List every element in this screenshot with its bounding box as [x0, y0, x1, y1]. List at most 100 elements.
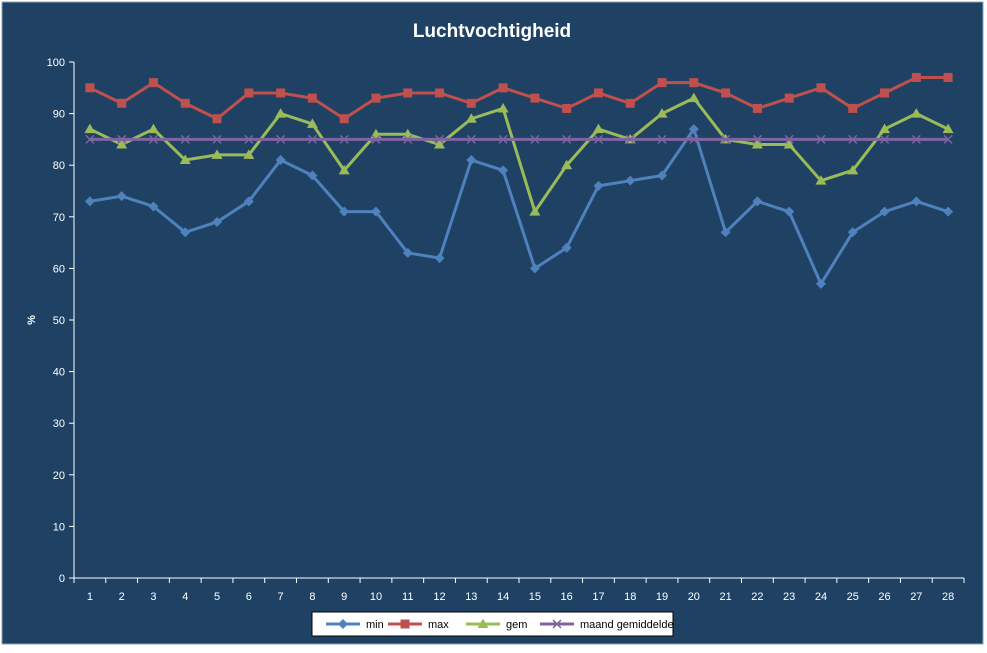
x-tick-label: 15 — [529, 591, 541, 603]
series-line-min — [89, 127, 949, 286]
y-tick-label: 90 — [53, 109, 65, 121]
data-point-maand-gemiddelde-stroke — [307, 134, 317, 144]
data-point-max — [880, 88, 890, 98]
data-point-gem — [529, 206, 541, 216]
x-tick-label: 21 — [719, 591, 731, 603]
data-point-min — [434, 253, 445, 264]
data-point-gem — [910, 108, 922, 118]
x-tick-label: 1 — [87, 591, 93, 603]
data-point-gem — [179, 154, 191, 165]
legend: min max gem maand gemiddelde — [311, 611, 674, 637]
legend-marker-max — [400, 619, 410, 629]
data-point-maand-gemiddelde — [276, 134, 286, 144]
data-point-maand-gemiddelde-stroke — [498, 134, 508, 144]
legend-item-maand-gemiddelde: maand gemiddelde — [540, 619, 674, 631]
x-tick-label: 20 — [688, 591, 700, 603]
data-point-max — [435, 88, 445, 98]
data-point-max — [307, 93, 317, 103]
y-tick-label: 100 — [47, 57, 65, 69]
data-point-min — [402, 247, 413, 258]
y-tick-label: 20 — [53, 470, 65, 482]
data-point-maand-gemiddelde — [593, 134, 603, 144]
data-point-gem — [942, 123, 954, 134]
data-point-maand-gemiddelde — [466, 134, 476, 144]
data-point-max — [689, 78, 699, 88]
data-point-min — [212, 216, 223, 227]
x-tick-label: 2 — [119, 591, 125, 603]
data-point-maand-gemiddelde-stroke — [911, 134, 921, 144]
data-point-gem — [497, 102, 509, 113]
x-tick-label: 3 — [150, 591, 156, 603]
series-layer — [84, 72, 954, 289]
data-point-maand-gemiddelde — [212, 134, 222, 144]
data-point-maand-gemiddelde — [244, 134, 254, 144]
data-point-min — [466, 155, 477, 166]
data-point-max — [562, 103, 572, 113]
data-point-maand-gemiddelde — [880, 134, 890, 144]
data-point-maand-gemiddelde-stroke — [371, 134, 381, 144]
data-point-max — [911, 72, 921, 82]
data-point-maand-gemiddelde-stroke — [212, 134, 222, 144]
data-point-maand-gemiddelde — [339, 134, 349, 144]
data-point-maand-gemiddelde-stroke — [435, 134, 445, 144]
x-tick-label: 14 — [497, 591, 509, 603]
data-point-min — [84, 196, 95, 207]
series-line-gem — [89, 96, 949, 214]
y-tick-label: 80 — [53, 160, 65, 172]
data-point-maand-gemiddelde — [530, 134, 540, 144]
data-point-max — [466, 98, 476, 108]
y-tick-label: 50 — [53, 315, 65, 327]
x-tick-label: 26 — [878, 591, 890, 603]
x-tick-label: 28 — [942, 591, 954, 603]
data-point-max — [721, 88, 731, 98]
x-tick-label: 18 — [624, 591, 636, 603]
data-point-gem — [688, 92, 700, 103]
legend-item-max: max — [388, 619, 449, 631]
data-point-min — [243, 196, 254, 207]
data-point-maand-gemiddelde-stroke — [466, 134, 476, 144]
x-tick-label: 10 — [370, 591, 382, 603]
data-point-min — [561, 242, 572, 253]
y-tick-label: 70 — [53, 212, 65, 224]
data-point-gem — [656, 108, 668, 118]
data-point-min — [847, 227, 858, 238]
data-point-gem — [84, 123, 96, 134]
series-max — [85, 72, 953, 124]
data-point-maand-gemiddelde-stroke — [593, 134, 603, 144]
data-point-gem — [592, 123, 604, 134]
data-point-gem — [147, 123, 159, 134]
data-point-max — [593, 88, 603, 98]
data-point-gem — [338, 164, 350, 175]
data-point-maand-gemiddelde — [180, 134, 190, 144]
data-point-max — [530, 93, 540, 103]
legend-item-gem: gem — [466, 618, 527, 631]
series-line-max — [89, 75, 949, 121]
data-point-maand-gemiddelde-stroke — [339, 134, 349, 144]
data-point-max — [180, 98, 190, 108]
data-point-maand-gemiddelde-stroke — [625, 134, 635, 144]
data-point-maand-gemiddelde — [562, 134, 572, 144]
data-point-maand-gemiddelde — [625, 134, 635, 144]
data-point-maand-gemiddelde-stroke — [276, 134, 286, 144]
data-point-maand-gemiddelde-stroke — [816, 134, 826, 144]
data-point-max — [403, 88, 413, 98]
data-point-min — [593, 180, 604, 191]
x-tick-label: 25 — [847, 591, 859, 603]
data-point-max — [212, 114, 222, 124]
data-point-max — [625, 98, 635, 108]
data-point-gem — [243, 149, 255, 159]
data-point-maand-gemiddelde-stroke — [117, 134, 127, 144]
legend-label-max: max — [428, 619, 449, 631]
data-point-gem — [434, 139, 446, 149]
legend-marker-min — [338, 619, 348, 629]
x-tick-label: 27 — [910, 591, 922, 603]
legend-label-maand-gemiddelde: maand gemiddelde — [580, 619, 674, 631]
data-point-gem — [561, 159, 573, 170]
data-point-maand-gemiddelde-stroke — [530, 134, 540, 144]
data-point-maand-gemiddelde — [911, 134, 921, 144]
data-point-maand-gemiddelde — [435, 134, 445, 144]
y-tick-label: 40 — [53, 367, 65, 379]
y-tick-label: 60 — [53, 263, 65, 275]
data-point-gem — [211, 149, 223, 159]
